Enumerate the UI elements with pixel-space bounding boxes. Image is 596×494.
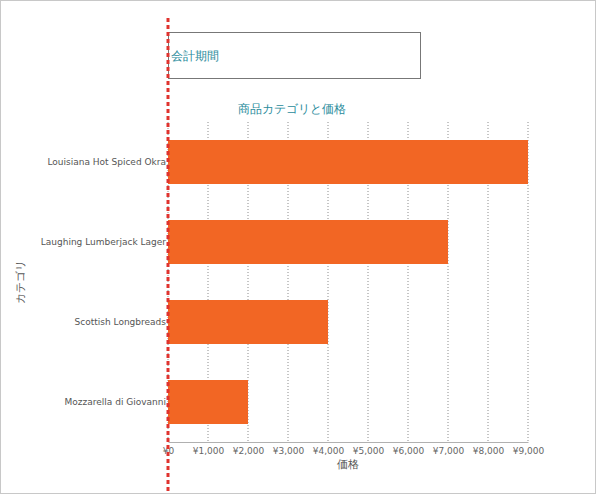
bar — [168, 380, 248, 424]
x-tick: ¥7,000 — [433, 442, 465, 456]
x-tick: ¥4,000 — [313, 442, 345, 456]
x-tick-label: ¥4,000 — [313, 446, 345, 456]
x-axis-line — [169, 442, 529, 443]
frame — [1, 1, 596, 494]
y-axis-title: カテゴリ — [14, 260, 27, 304]
selection-line — [167, 18, 170, 494]
bar — [168, 140, 528, 184]
y-tick-label: Mozzarella di Giovanni — [65, 397, 166, 407]
y-axis-line — [168, 123, 169, 443]
x-tick-label: ¥1,000 — [193, 446, 225, 456]
chart: 会計期間商品カテゴリと価格¥0¥1,000¥2,000¥3,000¥4,000¥… — [0, 0, 596, 494]
x-tick-label: ¥8,000 — [473, 446, 505, 456]
y-tick: Laughing Lumberjack Lager — [41, 237, 168, 247]
y-tick-label: Louisiana Hot Spiced Okra — [47, 157, 166, 167]
x-axis-title: 価格 — [337, 458, 359, 471]
y-tick-label: Scottish Longbreads — [75, 317, 167, 327]
x-tick: ¥2,000 — [233, 442, 265, 456]
x-tick: ¥6,000 — [393, 442, 425, 456]
y-tick: Scottish Longbreads — [75, 317, 168, 327]
x-tick: ¥5,000 — [353, 442, 385, 456]
x-tick: ¥3,000 — [273, 442, 305, 456]
title: 商品カテゴリと価格 — [238, 102, 346, 116]
x-tick-label: ¥2,000 — [233, 446, 265, 456]
x-tick: ¥1,000 — [193, 442, 225, 456]
x-tick: ¥8,000 — [473, 442, 505, 456]
y-axis: Louisiana Hot Spiced Okra Laughing Lumber… — [41, 123, 169, 443]
annotation-box — [169, 33, 421, 79]
y-tick-label: Laughing Lumberjack Lager — [41, 237, 167, 247]
x-tick-label: ¥5,000 — [353, 446, 385, 456]
grid — [168, 122, 528, 442]
y-tick: Mozzarella di Giovanni — [65, 397, 168, 407]
bars — [168, 140, 528, 424]
x-tick-label: ¥7,000 — [433, 446, 465, 456]
y-tick: Louisiana Hot Spiced Okra — [47, 157, 168, 167]
annotation: 会計期間 — [171, 49, 219, 63]
x-tick-label: ¥9,000 — [513, 446, 545, 456]
bar — [168, 300, 328, 344]
x-tick-label: ¥6,000 — [393, 446, 425, 456]
x-axis: ¥0¥1,000¥2,000¥3,000¥4,000¥5,000¥6,000¥7… — [163, 442, 545, 456]
x-tick-label: ¥3,000 — [273, 446, 305, 456]
bar — [168, 220, 448, 264]
x-tick: ¥9,000 — [513, 442, 545, 456]
